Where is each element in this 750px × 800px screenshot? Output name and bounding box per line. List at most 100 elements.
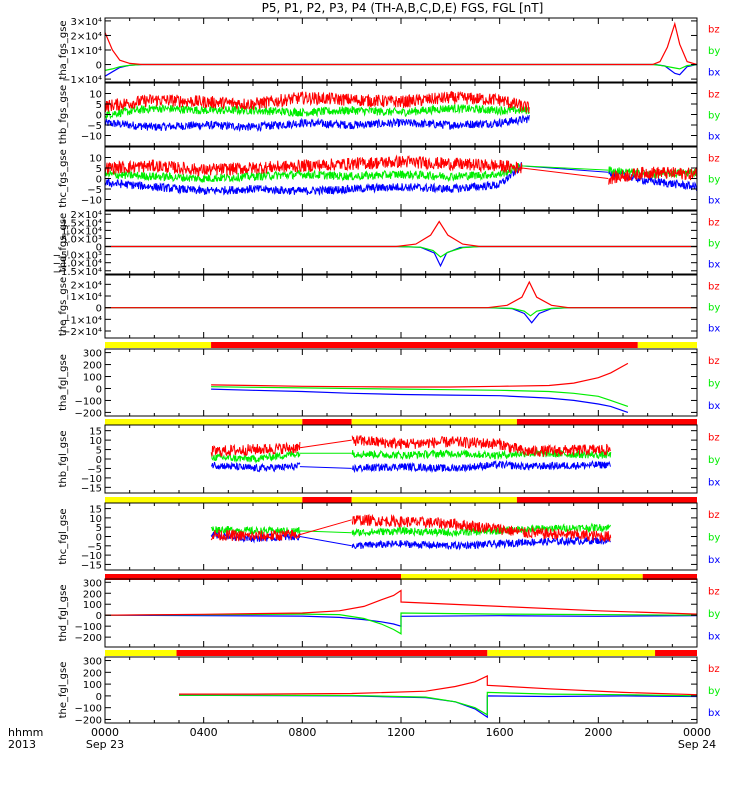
legend-by: by bbox=[708, 533, 720, 544]
series-bz bbox=[105, 589, 697, 616]
panel-thd_fgs_gse: 2×10⁴1.5×10⁴1.0×10⁴5.0×10³0−5.0×10³−1.0×… bbox=[53, 210, 721, 278]
ytick-label: 300 bbox=[83, 578, 102, 589]
series-by bbox=[210, 448, 612, 464]
series-by bbox=[105, 612, 697, 635]
plot-area bbox=[105, 21, 697, 77]
ytick-label: 5 bbox=[96, 164, 102, 175]
ytick-label: 100 bbox=[83, 600, 102, 611]
series-bz bbox=[105, 280, 697, 309]
legend-bx: bx bbox=[708, 632, 720, 643]
status-bar bbox=[105, 650, 697, 656]
ytick-label: 0 bbox=[96, 533, 102, 544]
ytick-label: 300 bbox=[83, 349, 102, 360]
status-segment-yellow bbox=[105, 497, 303, 503]
series-bz bbox=[105, 90, 530, 113]
time-tick-label: 1200 bbox=[387, 726, 415, 739]
status-bars bbox=[105, 342, 697, 656]
series-bx bbox=[105, 307, 697, 324]
legend-bx: bx bbox=[708, 132, 720, 143]
legend-bx: bx bbox=[708, 260, 720, 271]
ytick-label: 15 bbox=[89, 505, 102, 516]
plot-area bbox=[105, 90, 530, 132]
ylabel-thc_fgl_gse: thc_fgl_gse bbox=[58, 508, 69, 564]
legend: bz by bx bbox=[708, 25, 720, 79]
legend-bz: bz bbox=[708, 586, 720, 597]
status-segment-red bbox=[302, 497, 352, 503]
ytick-label: 5 bbox=[96, 523, 102, 534]
series-bz bbox=[105, 220, 697, 248]
ytick-label: −15 bbox=[81, 560, 102, 571]
legend-bz: bz bbox=[708, 356, 720, 367]
status-segment-yellow bbox=[637, 342, 697, 348]
plot-area bbox=[178, 674, 697, 719]
legend-bz: bz bbox=[708, 664, 720, 675]
ytick-label: 0 bbox=[96, 384, 102, 395]
panel-frame bbox=[104, 656, 698, 724]
ylabel-thd_fgs_gse: thd_fgs_gse bbox=[58, 213, 69, 272]
legend-bz: bz bbox=[708, 282, 720, 293]
status-segment-red bbox=[211, 342, 638, 348]
legend-by: by bbox=[708, 46, 720, 57]
ytick-label: −5 bbox=[87, 121, 102, 132]
legend-by: by bbox=[708, 239, 720, 250]
series-by bbox=[105, 245, 697, 258]
legend-by: by bbox=[708, 686, 720, 697]
plot-area bbox=[211, 362, 629, 413]
legend-by: by bbox=[708, 379, 720, 390]
series-bx bbox=[211, 459, 612, 474]
legend: bz by bx bbox=[708, 154, 720, 207]
status-segment-red bbox=[302, 419, 352, 425]
ytick-label: 15 bbox=[89, 427, 102, 438]
ytick-label: 100 bbox=[83, 373, 102, 384]
series-bx bbox=[105, 63, 697, 77]
ytick-label: −10 bbox=[81, 132, 102, 143]
ytick-label: −1×10⁴ bbox=[62, 75, 102, 86]
legend-bx: bx bbox=[708, 401, 720, 412]
plot-area bbox=[105, 220, 697, 268]
plot-area bbox=[105, 280, 697, 324]
series-by bbox=[211, 386, 629, 407]
ytick-label: −1×10⁴ bbox=[62, 315, 102, 326]
status-segment-red bbox=[516, 497, 697, 503]
ytick-label: −200 bbox=[75, 633, 102, 644]
ytick-label: 200 bbox=[83, 589, 102, 600]
status-segment-yellow bbox=[105, 650, 177, 656]
legend: bz by bx bbox=[708, 664, 720, 719]
time-tick-label: 1600 bbox=[486, 726, 514, 739]
legend-bx: bx bbox=[708, 555, 720, 566]
series-bz bbox=[210, 513, 612, 542]
ylabel-tha_fgl_gse: tha_fgl_gse bbox=[58, 354, 69, 411]
status-segment-red bbox=[642, 574, 697, 580]
legend: bz by bx bbox=[708, 218, 720, 271]
plot-area bbox=[105, 154, 697, 196]
ytick-label: 2×10⁴ bbox=[71, 31, 102, 42]
legend-bx: bx bbox=[708, 196, 720, 207]
status-segment-yellow bbox=[351, 419, 517, 425]
ytick-label: 100 bbox=[83, 680, 102, 691]
ytick-label: 10 bbox=[89, 90, 102, 101]
status-bar bbox=[105, 574, 697, 580]
status-segment-red bbox=[176, 650, 488, 656]
legend-by: by bbox=[708, 111, 720, 122]
panel-frame bbox=[104, 82, 698, 147]
ytick-label: 5 bbox=[96, 446, 102, 457]
status-segment-yellow bbox=[105, 419, 303, 425]
legend-bx: bx bbox=[708, 67, 720, 78]
ytick-label: 0 bbox=[96, 111, 102, 122]
time-axis: hhmm 2013 0000 0400 0800 1200 1600 2000 0000Se… bbox=[8, 726, 716, 751]
time-tick-label: 0400 bbox=[190, 726, 218, 739]
ytick-label: −5 bbox=[87, 542, 102, 553]
ytick-label: 5.0×10³ bbox=[61, 234, 102, 245]
series-bz bbox=[179, 674, 697, 696]
legend-bz: bz bbox=[708, 510, 720, 521]
panel-frame bbox=[104, 210, 698, 275]
status-segment-red bbox=[105, 574, 401, 580]
legend-bz: bz bbox=[708, 218, 720, 229]
ytick-label: 1.0×10⁴ bbox=[61, 226, 102, 237]
ytick-label: 3×10⁴ bbox=[71, 17, 102, 28]
series-bx bbox=[105, 614, 697, 628]
